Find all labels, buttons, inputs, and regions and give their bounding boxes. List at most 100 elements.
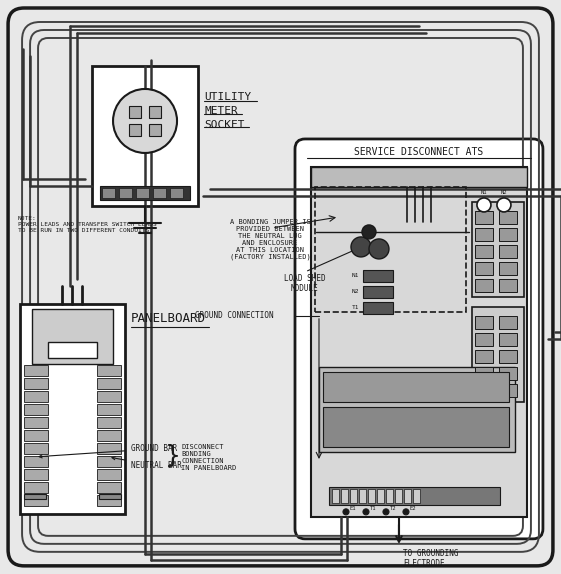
Bar	[97, 456, 121, 467]
Bar	[97, 469, 121, 480]
Bar	[20, 304, 125, 514]
Text: A BONDING JUMPER IS
PROVIDED BETWEEN
THE NEUTRAL LUG
AND ENCLOSURE
AT THIS LOCAT: A BONDING JUMPER IS PROVIDED BETWEEN THE…	[229, 219, 310, 261]
Bar	[475, 333, 493, 346]
Bar	[24, 430, 48, 441]
Bar	[499, 350, 517, 363]
Circle shape	[113, 89, 177, 153]
Bar	[472, 307, 524, 402]
Text: UTILITY
METER
SOCKET: UTILITY METER SOCKET	[204, 92, 251, 130]
Text: GROUND BAR: GROUND BAR	[39, 444, 177, 458]
Bar	[97, 495, 121, 506]
Circle shape	[383, 509, 389, 515]
Bar	[102, 188, 115, 198]
Bar	[24, 404, 48, 415]
Text: E2: E2	[410, 506, 416, 511]
Text: E1: E1	[350, 506, 356, 511]
Bar	[475, 384, 493, 397]
Bar	[475, 245, 493, 258]
Bar	[24, 482, 48, 493]
Text: TO GROUNDING
ELECTRODE: TO GROUNDING ELECTRODE	[403, 549, 458, 568]
Bar	[472, 202, 524, 297]
Bar	[499, 245, 517, 258]
Bar	[363, 270, 393, 282]
Bar	[386, 489, 393, 503]
Bar	[499, 384, 517, 397]
Bar	[363, 286, 393, 298]
Bar	[499, 211, 517, 224]
Bar	[24, 365, 48, 376]
Bar	[97, 443, 121, 454]
Bar	[24, 494, 46, 499]
FancyBboxPatch shape	[8, 8, 553, 566]
Text: GROUND CONNECTION: GROUND CONNECTION	[195, 312, 274, 320]
Bar	[323, 407, 509, 447]
Bar	[97, 365, 121, 376]
Bar	[475, 316, 493, 329]
Bar	[475, 211, 493, 224]
Bar	[475, 228, 493, 241]
Bar	[341, 489, 348, 503]
Bar	[475, 262, 493, 275]
Circle shape	[362, 225, 376, 239]
Circle shape	[343, 509, 349, 515]
Bar	[404, 489, 411, 503]
Bar	[475, 367, 493, 380]
Text: N1: N1	[481, 190, 487, 195]
Bar	[97, 482, 121, 493]
Bar	[359, 489, 366, 503]
Bar	[97, 391, 121, 402]
Bar	[315, 187, 466, 312]
Circle shape	[351, 237, 371, 257]
Bar	[363, 302, 393, 314]
Text: NEUTRAL BAR: NEUTRAL BAR	[112, 457, 182, 470]
Bar	[129, 106, 141, 118]
Bar	[499, 228, 517, 241]
Bar	[475, 279, 493, 292]
Bar	[100, 186, 190, 200]
Bar	[413, 489, 420, 503]
Bar	[97, 417, 121, 428]
Bar	[475, 350, 493, 363]
Circle shape	[497, 198, 511, 212]
Bar	[170, 188, 183, 198]
Text: PANELBOARD: PANELBOARD	[131, 312, 206, 325]
Text: }: }	[165, 444, 181, 468]
Bar	[24, 495, 48, 506]
Bar	[48, 342, 97, 358]
Bar	[24, 391, 48, 402]
Bar	[149, 124, 161, 136]
Bar	[377, 489, 384, 503]
Bar	[129, 124, 141, 136]
Bar	[499, 367, 517, 380]
Text: N2: N2	[500, 190, 507, 195]
Bar	[395, 489, 402, 503]
Text: T1: T1	[352, 305, 359, 311]
Bar	[24, 378, 48, 389]
Bar	[332, 489, 339, 503]
Bar	[323, 372, 509, 402]
Bar	[97, 430, 121, 441]
Circle shape	[403, 509, 409, 515]
Bar	[350, 489, 357, 503]
Bar	[499, 262, 517, 275]
Text: T2: T2	[390, 506, 396, 511]
Bar	[24, 456, 48, 467]
Bar	[311, 167, 527, 187]
Bar	[368, 489, 375, 503]
Bar	[97, 404, 121, 415]
Circle shape	[477, 198, 491, 212]
Bar	[24, 443, 48, 454]
Bar	[119, 188, 132, 198]
Bar	[92, 66, 198, 206]
Bar	[153, 188, 166, 198]
Circle shape	[363, 509, 369, 515]
Text: SERVICE DISCONNECT ATS: SERVICE DISCONNECT ATS	[355, 147, 484, 157]
Text: LOAD SHED
MODULE: LOAD SHED MODULE	[284, 274, 326, 293]
Bar	[32, 309, 113, 364]
Text: T1: T1	[370, 506, 376, 511]
Text: DISCONNECT
BONDING
CONNECTION
IN PANELBOARD: DISCONNECT BONDING CONNECTION IN PANELBO…	[181, 444, 236, 471]
Bar	[97, 378, 121, 389]
Bar	[24, 417, 48, 428]
Bar	[329, 487, 500, 505]
Text: N2: N2	[352, 289, 359, 294]
